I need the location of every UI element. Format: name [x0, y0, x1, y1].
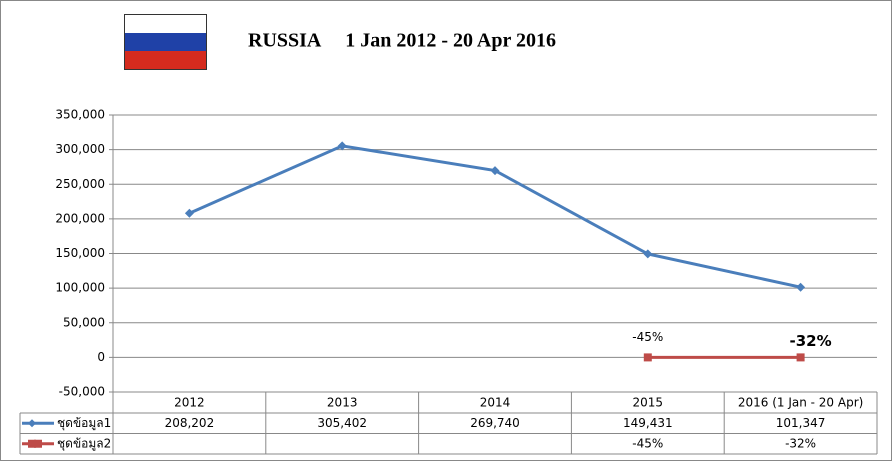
table-value: 208,202	[165, 416, 215, 430]
data-label: -45%	[632, 330, 663, 344]
point	[643, 353, 652, 362]
legend-label: ชุดข้อมูล1	[57, 416, 111, 431]
y-tick-label: 150,000	[55, 246, 105, 260]
y-tick-label: 50,000	[63, 315, 105, 329]
point	[337, 141, 347, 151]
y-tick-label: 200,000	[55, 211, 105, 225]
x-tick-label: 2012	[174, 396, 205, 410]
x-tick-label: 2013	[327, 396, 358, 410]
chart-title: RUSSIA 1 Jan 2012 - 20 Apr 2016	[248, 30, 556, 52]
point	[796, 353, 805, 362]
point	[184, 208, 194, 218]
table-value: 149,431	[623, 416, 673, 430]
point	[796, 282, 806, 292]
point	[643, 249, 653, 259]
data-label: -32%	[790, 332, 832, 350]
y-tick-label: 300,000	[55, 142, 105, 156]
point	[490, 166, 500, 176]
x-tick-label: 2015	[633, 396, 664, 410]
table-value: 305,402	[317, 416, 367, 430]
x-tick-label: 2014	[480, 396, 511, 410]
table-value: 269,740	[470, 416, 520, 430]
y-tick-label: 0	[97, 350, 105, 364]
table-value: -45%	[632, 436, 663, 450]
x-tick-label: 2016 (1 Jan - 20 Apr)	[738, 396, 863, 410]
y-tick-label: -50,000	[59, 385, 105, 399]
y-tick-label: 250,000	[55, 177, 105, 191]
table-value: 101,347	[776, 416, 826, 430]
table-value: -32%	[785, 436, 816, 450]
flag	[124, 14, 207, 70]
y-tick-label: 350,000	[55, 108, 105, 122]
y-tick-label: 100,000	[55, 281, 105, 295]
legend-marker	[34, 439, 42, 448]
legend-label: ชุดข้อมูล2	[57, 436, 111, 451]
